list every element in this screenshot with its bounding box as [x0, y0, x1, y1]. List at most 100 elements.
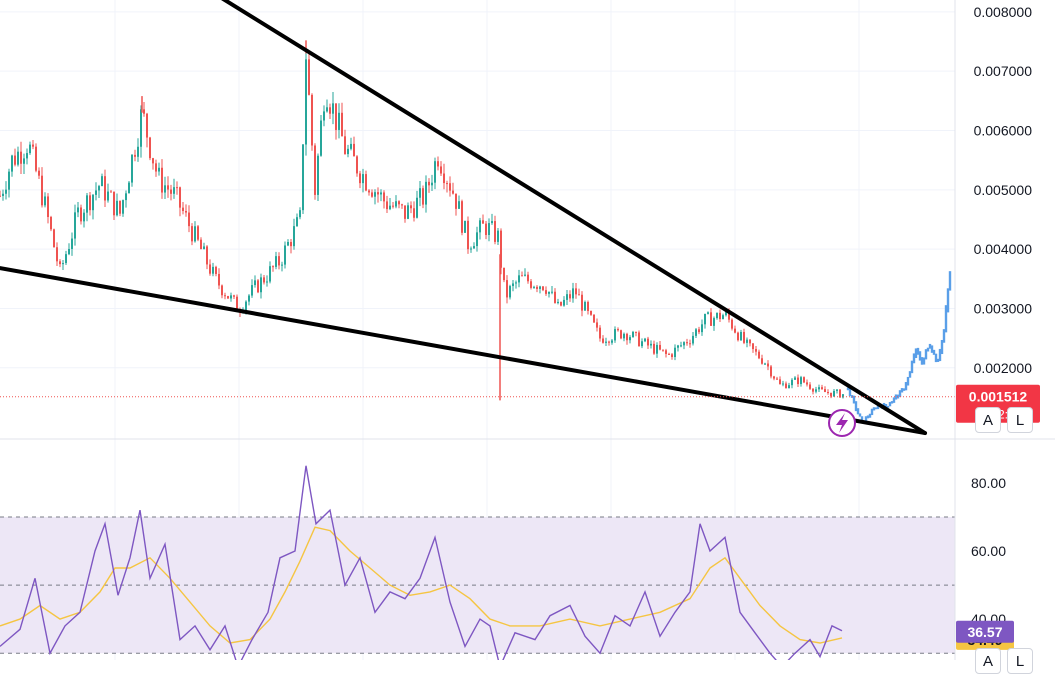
candle-body — [92, 194, 94, 211]
candle-body — [611, 340, 613, 343]
candle-body — [821, 387, 823, 390]
candle-body — [377, 192, 379, 195]
candle-body — [338, 112, 340, 130]
auto-scale-button[interactable]: A — [975, 407, 1001, 433]
candle-body — [0, 195, 1, 197]
candle-body — [290, 241, 292, 247]
rsi-series — [0, 465, 843, 660]
candle-body — [803, 377, 805, 383]
candle-body — [161, 167, 163, 193]
candle-body — [20, 151, 22, 164]
candle-body — [356, 156, 358, 174]
rsi-log-scale-button[interactable]: L — [1007, 648, 1033, 674]
candle-body — [719, 312, 721, 320]
candle-body — [608, 341, 610, 343]
candle-body — [362, 174, 364, 184]
candle-body — [413, 208, 415, 218]
price-axis[interactable]: 0.008000 0.007000 0.006000 0.005000 0.004000… — [974, 4, 1033, 376]
price-tick-label: 0.007000 — [974, 63, 1033, 79]
trendline[interactable] — [220, 0, 927, 436]
candle-body — [323, 111, 325, 121]
candle-body — [386, 201, 388, 210]
candle-body — [275, 256, 277, 267]
candle-body — [53, 229, 55, 248]
candle-body — [482, 220, 484, 224]
candle-body — [455, 193, 457, 209]
candle-body — [710, 312, 712, 326]
candle-body — [494, 221, 496, 242]
candle-body — [353, 143, 355, 157]
candle-body — [440, 166, 442, 174]
candle-body — [95, 190, 97, 195]
candle-body — [101, 176, 103, 187]
candle-body — [404, 205, 406, 219]
candle-body — [566, 294, 568, 300]
candle-body — [701, 324, 703, 333]
candle-body — [812, 388, 814, 392]
candle-body — [713, 318, 715, 326]
candle-body — [626, 333, 628, 341]
candle-body — [524, 274, 526, 276]
candle-body — [464, 220, 466, 233]
trendline[interactable] — [0, 266, 927, 436]
candle-body — [257, 280, 259, 293]
rsi-tick-label: 80.00 — [971, 475, 1006, 491]
candle-body — [722, 315, 724, 320]
candle-body — [665, 350, 667, 354]
candle-body — [674, 347, 676, 358]
candle-body — [221, 285, 223, 296]
last-price-text: 0.001512 — [969, 389, 1028, 405]
candle-body — [272, 266, 274, 268]
candle-body — [599, 327, 601, 339]
candle-body — [83, 212, 85, 222]
candle-body — [167, 185, 169, 190]
price-tick-label: 0.006000 — [974, 123, 1033, 139]
candle-body — [314, 145, 316, 195]
candle-body — [206, 246, 208, 265]
candle-body — [533, 286, 535, 288]
rsi-tick-label: 60.00 — [971, 543, 1006, 559]
candle-body — [140, 109, 142, 147]
lightning-icon[interactable] — [828, 409, 856, 437]
candle-body — [143, 109, 145, 114]
candlestick-series — [0, 40, 844, 401]
candle-body — [602, 338, 604, 343]
candle-body — [527, 274, 529, 282]
candle-body — [593, 314, 595, 323]
candle-body — [743, 331, 745, 343]
candle-body — [368, 190, 370, 193]
candle-body — [71, 238, 73, 249]
candle-body — [572, 288, 574, 299]
price-chart-canvas[interactable]: 0.008000 0.007000 0.006000 0.005000 0.004000… — [0, 0, 1055, 660]
candle-body — [419, 188, 421, 198]
candle-body — [656, 344, 658, 354]
candle-body — [194, 226, 196, 242]
candle-body — [452, 190, 454, 194]
trendlines[interactable] — [0, 0, 927, 436]
rsi-auto-scale-button[interactable]: A — [975, 648, 1001, 674]
candle-body — [50, 217, 52, 230]
candle-body — [578, 294, 580, 296]
candle-body — [446, 183, 448, 185]
candle-body — [170, 189, 172, 194]
candle-body — [224, 295, 226, 297]
rsi-value-badge — [956, 620, 1014, 643]
rsi-line — [0, 465, 843, 660]
candle-body — [557, 301, 559, 303]
candle-body — [347, 148, 349, 155]
candle-body — [512, 283, 514, 287]
candle-body — [182, 207, 184, 212]
candle-body — [26, 153, 28, 159]
candle-body — [560, 301, 562, 306]
candle-body — [827, 392, 829, 394]
candle-body — [659, 344, 661, 350]
candle-body — [683, 342, 685, 346]
rsi-value-text: 36.57 — [967, 624, 1002, 640]
candle-body — [59, 261, 61, 265]
candle-body — [8, 171, 10, 190]
rsi-axis[interactable]: 80.0060.0040.00 — [971, 475, 1006, 627]
candle-body — [782, 383, 784, 385]
log-scale-button[interactable]: L — [1007, 407, 1033, 433]
candle-body — [215, 266, 217, 274]
candle-body — [116, 200, 118, 216]
